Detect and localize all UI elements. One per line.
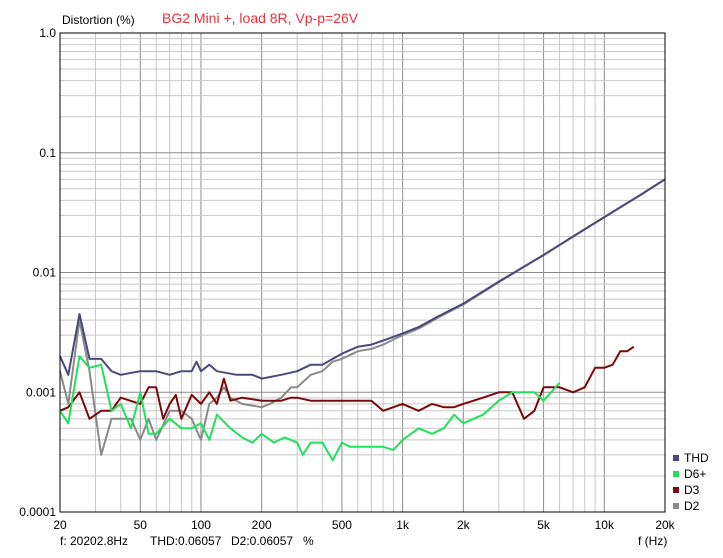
y-tick-label: 0.1: [39, 146, 56, 160]
chart-title: BG2 Mini +, load 8R, Vp-p=26V: [162, 10, 359, 26]
x-tick-label: 10k: [595, 518, 615, 532]
x-tick-label: 1k: [396, 518, 410, 532]
series-lines: [59, 178, 666, 462]
y-tick-label: 1.0: [39, 26, 56, 40]
x-axis-label: f (Hz): [638, 534, 667, 548]
series-line-d2: [59, 178, 666, 456]
status-thd: THD:0.06057: [150, 534, 222, 548]
legend-label: THD: [684, 451, 709, 465]
x-tick-label: 20: [53, 518, 67, 532]
legend-swatch: [673, 455, 679, 461]
x-tick-label: 20k: [655, 518, 675, 532]
x-tick-label: 5k: [537, 518, 551, 532]
x-tick-label: 200: [252, 518, 272, 532]
y-tick-labels: 1.0 0.1 0.01 0.001 0.0001: [19, 26, 56, 519]
x-tick-labels: 20 50 100 200 500 1k 2k 5k 10k 20k: [53, 518, 675, 532]
x-tick-label: 50: [134, 518, 148, 532]
y-tick-label: 0.0001: [19, 505, 56, 519]
y-tick-label: 0.01: [33, 266, 57, 280]
legend-swatch: [673, 471, 679, 477]
legend: THD D6+ D3 D2: [673, 451, 709, 513]
y-tick-label: 0.001: [26, 385, 56, 399]
legend-swatch: [673, 487, 679, 493]
legend-swatch: [673, 503, 679, 509]
y-axis-label: Distortion (%): [62, 13, 135, 27]
status-frequency: f: 20202.8Hz: [60, 534, 128, 548]
series-line-thd: [59, 178, 666, 380]
series-line-d3: [59, 345, 635, 420]
status-d2: D2:0.06057: [231, 534, 293, 548]
legend-label: D2: [684, 499, 700, 513]
x-tick-label: 500: [332, 518, 352, 532]
legend-label: D6+: [684, 467, 706, 481]
status-bar: f: 20202.8Hz THD:0.06057 D2:0.06057 %: [60, 534, 314, 548]
series-line-d6plus: [59, 355, 561, 462]
grid: [60, 33, 665, 512]
legend-label: D3: [684, 483, 700, 497]
plot-frame: [59, 32, 666, 513]
status-unit: %: [303, 534, 314, 548]
x-tick-label: 100: [191, 518, 211, 532]
x-tick-label: 2k: [457, 518, 471, 532]
